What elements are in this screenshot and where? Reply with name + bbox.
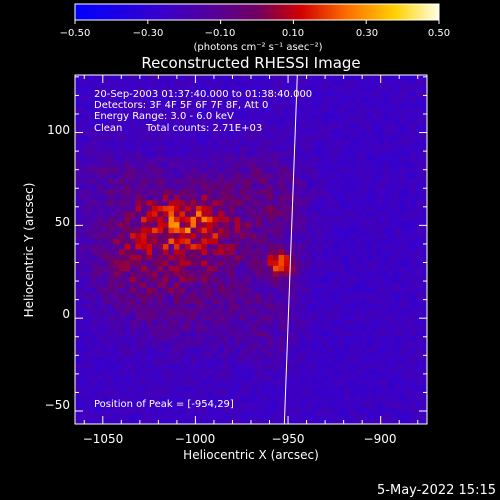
x-tick-label: −950 xyxy=(272,432,305,446)
annotation-block: 20-Sep-2003 01:37:40.000 to 01:38:40.000… xyxy=(94,89,312,134)
y-tick-label: 0 xyxy=(62,307,70,321)
chart-title: Reconstructed RHESSI Image xyxy=(141,54,360,72)
annotation-peak-position: Position of Peak = [-954,29] xyxy=(94,399,234,410)
axis-ticks xyxy=(75,75,427,424)
image-area xyxy=(75,75,427,424)
colorbar-tick-label: −0.10 xyxy=(205,28,236,39)
colorbar-tick-label: −0.30 xyxy=(133,28,164,39)
annotation-detectors: Detectors: 3F 4F 5F 6F 7F 8F, Att 0 xyxy=(94,100,268,111)
colorbar-gradient xyxy=(74,3,440,21)
colorbar-unit-label: (photons cm⁻² s⁻¹ asec⁻²) xyxy=(193,42,322,53)
heatmap-pixels xyxy=(75,75,427,424)
annotation-method: Clean xyxy=(94,123,122,134)
annotation-total-counts: Total counts: 2.71E+03 xyxy=(145,123,262,134)
footer-timestamp: 5-May-2022 15:15 xyxy=(377,483,496,498)
colorbar-tick-label: 0.50 xyxy=(428,28,450,39)
colorbar-tick-label: −0.50 xyxy=(60,28,91,39)
annotation-time-range: 20-Sep-2003 01:37:40.000 to 01:38:40.000 xyxy=(94,89,312,100)
y-tick-label: −50 xyxy=(45,398,70,412)
y-tick-label: 50 xyxy=(55,215,70,229)
x-tick-label: −1000 xyxy=(175,432,216,446)
colorbar-ticks xyxy=(74,20,440,24)
y-axis-label: Heliocentric Y (arcsec) xyxy=(22,183,36,318)
colorbar: −0.50 −0.30 −0.10 0.10 0.30 0.50 (photon… xyxy=(60,3,450,53)
x-tick-label: −1050 xyxy=(83,432,124,446)
colorbar-tick-label: 0.10 xyxy=(282,28,304,39)
colorbar-tick-label: 0.30 xyxy=(356,28,378,39)
x-tick-label: −900 xyxy=(364,432,397,446)
y-tick-label: 100 xyxy=(47,123,70,137)
x-axis-label: Heliocentric X (arcsec) xyxy=(183,448,319,462)
solar-limb-line xyxy=(283,75,298,424)
annotation-energy-range: Energy Range: 3.0 - 6.0 keV xyxy=(94,111,234,122)
